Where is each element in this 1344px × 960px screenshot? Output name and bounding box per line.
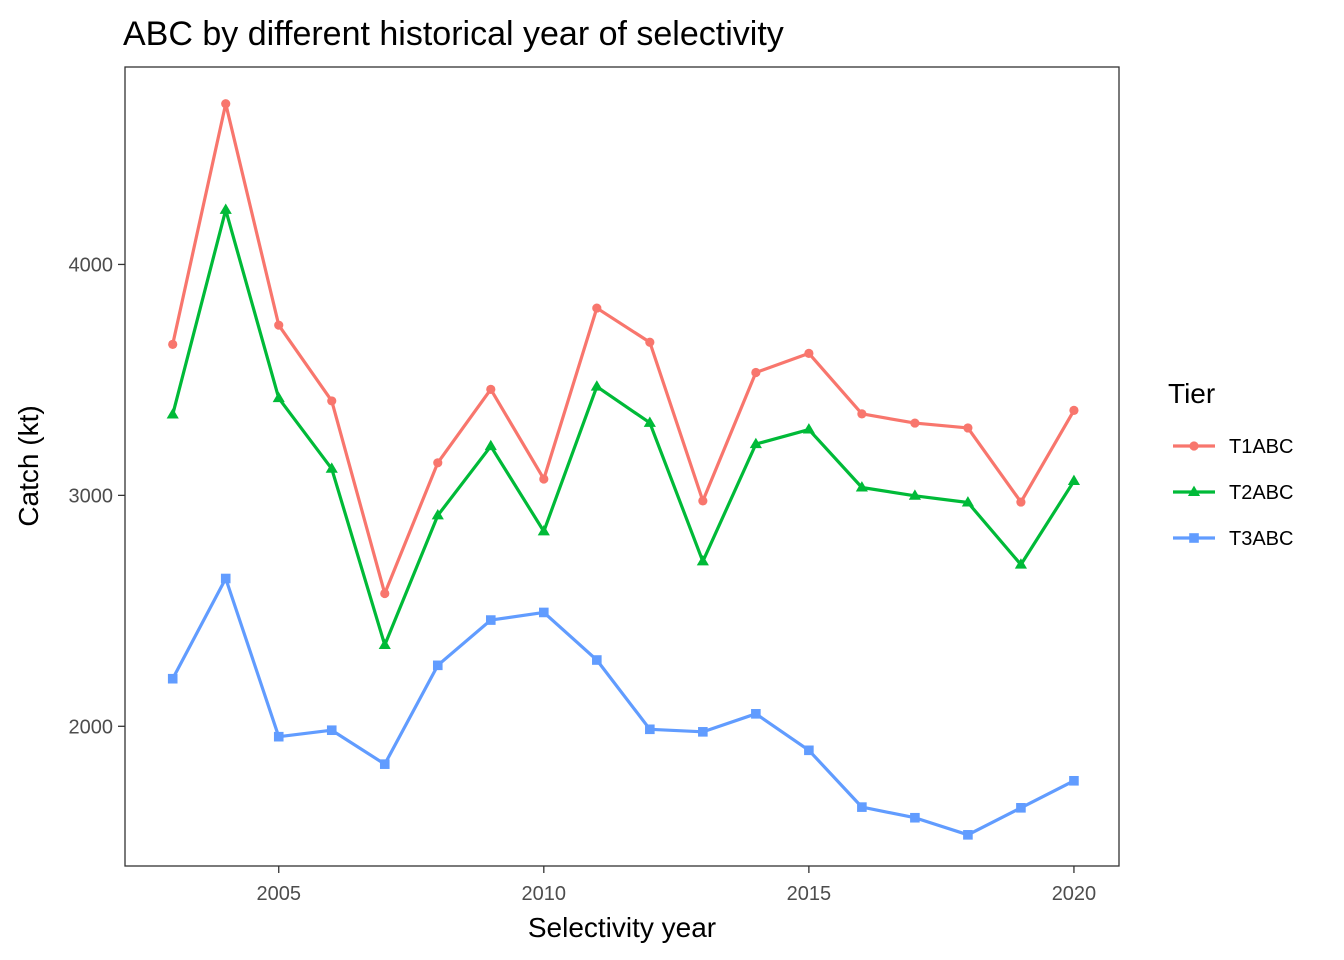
data-point-t2abc <box>378 638 391 649</box>
series-line-t3abc <box>171 576 1075 837</box>
x-tick-label: 2015 <box>787 883 832 905</box>
y-axis: 2000 3000 4000 <box>69 254 125 738</box>
series-t2abc <box>166 203 1081 649</box>
data-point-t2abc <box>643 416 656 427</box>
data-point-t2abc <box>1067 474 1081 486</box>
legend-label: T3ABC <box>1229 528 1293 550</box>
data-point-t3abc <box>326 725 337 736</box>
data-point-t1abc <box>327 396 337 406</box>
data-point-t2abc <box>855 481 868 492</box>
data-point-t1abc <box>963 423 973 433</box>
data-point-t1abc <box>857 409 867 419</box>
legend-key-marker <box>1189 441 1199 451</box>
data-point-t2abc <box>696 555 709 566</box>
data-point-t3abc <box>645 724 655 735</box>
series-line-t2abc <box>171 208 1076 647</box>
x-tick-label: 2005 <box>256 883 301 905</box>
legend-item-t3abc: T3ABC <box>1173 528 1293 550</box>
y-tick-label: 2000 <box>69 716 114 738</box>
data-point-t1abc <box>1016 497 1026 507</box>
data-point-t3abc <box>539 607 549 618</box>
data-point-t3abc <box>963 830 973 840</box>
legend-title: Tier <box>1168 378 1215 409</box>
series-line-t1abc <box>171 102 1076 596</box>
legend-item-t1abc: T1ABC <box>1173 436 1293 458</box>
data-point-t2abc <box>219 203 232 214</box>
data-point-t2abc <box>166 408 179 419</box>
data-point-t2abc <box>908 489 921 500</box>
data-point-t1abc <box>380 588 390 599</box>
data-point-t2abc <box>272 391 285 403</box>
data-point-t1abc <box>274 320 284 330</box>
legend-label: T1ABC <box>1229 436 1293 458</box>
data-point-t2abc <box>802 423 815 434</box>
x-tick-label: 2020 <box>1052 883 1097 905</box>
data-point-t3abc <box>857 802 867 812</box>
y-tick-label: 3000 <box>69 485 114 507</box>
data-point-t3abc <box>592 655 602 665</box>
data-point-t3abc <box>379 759 390 769</box>
data-point-t3abc <box>910 812 920 823</box>
series-t1abc <box>168 99 1079 599</box>
data-point-t3abc <box>220 573 231 584</box>
data-point-t1abc <box>539 474 549 484</box>
data-point-t3abc <box>1069 775 1079 786</box>
series-t3abc <box>167 573 1079 840</box>
data-point-t2abc <box>961 496 974 507</box>
data-point-t1abc <box>592 303 602 313</box>
data-point-t3abc <box>485 615 496 625</box>
y-tick-label: 4000 <box>69 254 114 276</box>
data-point-t2abc <box>590 380 603 391</box>
x-axis-title: Selectivity year <box>528 912 716 943</box>
data-point-t1abc <box>751 367 761 378</box>
chart-title: ABC by different historical year of sele… <box>123 15 784 53</box>
legend-key-marker <box>1189 533 1199 543</box>
x-axis: 2005 2010 2015 2020 <box>256 866 1096 905</box>
data-point-t3abc <box>432 660 443 671</box>
data-point-t3abc <box>698 727 708 737</box>
data-point-t1abc <box>910 418 920 428</box>
data-point-t1abc <box>486 384 496 394</box>
legend: Tier T1ABC T2ABC T3ABC <box>1168 378 1293 550</box>
data-point-t2abc <box>431 509 444 520</box>
data-point-t3abc <box>1016 803 1026 813</box>
data-point-t3abc <box>273 731 284 742</box>
data-point-t2abc <box>484 439 497 451</box>
data-point-t1abc <box>221 99 231 109</box>
plot-panel <box>124 66 1120 867</box>
y-axis-title: Catch (kt) <box>13 405 44 526</box>
legend-label: T2ABC <box>1229 482 1293 504</box>
legend-item-t2abc: T2ABC <box>1173 482 1293 504</box>
data-point-t1abc <box>1069 405 1079 415</box>
data-point-t2abc <box>749 437 762 449</box>
data-point-t3abc <box>804 745 814 756</box>
data-point-t3abc <box>751 709 761 719</box>
data-point-t2abc <box>325 462 338 473</box>
data-point-t2abc <box>537 524 550 536</box>
data-point-t1abc <box>804 348 814 358</box>
data-point-t1abc <box>433 458 443 468</box>
x-tick-label: 2010 <box>522 883 567 905</box>
data-point-t1abc <box>168 339 178 349</box>
data-point-t3abc <box>167 673 178 684</box>
data-point-t1abc <box>645 337 655 347</box>
legend-key-marker <box>1187 485 1201 496</box>
data-point-t1abc <box>698 496 708 506</box>
data-point-t2abc <box>1014 558 1028 569</box>
series-layer <box>166 99 1081 840</box>
